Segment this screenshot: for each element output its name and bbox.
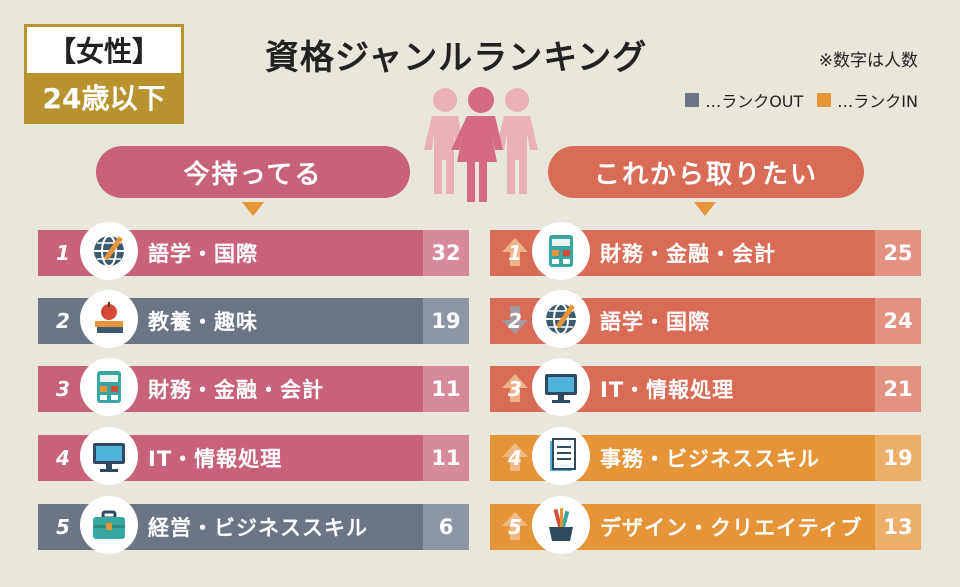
globe-icon: [80, 222, 138, 280]
rank-number: 1: [56, 241, 70, 265]
count-value: 11: [423, 435, 469, 481]
arrow-down-icon: [502, 306, 528, 334]
count-value: 11: [423, 366, 469, 412]
calculator-icon: [80, 358, 138, 416]
monitor-icon: [532, 358, 590, 416]
ranking-row: 3 IT・情報処理 21: [490, 358, 921, 416]
count-value: 21: [875, 366, 921, 412]
genre-label: 事務・ビジネススキル: [600, 447, 820, 471]
ranking-bar: 4 事務・ビジネススキル: [490, 427, 875, 485]
legend: …ランクOUT …ランクIN: [685, 88, 918, 112]
legend-in-swatch: [817, 93, 832, 107]
ranking-row: 1 財務・金融・会計 25: [490, 222, 921, 280]
rank-number: 3: [508, 377, 522, 401]
ranking-row: 2 語学・国際 24: [490, 290, 921, 348]
arrow-up-icon: [502, 238, 528, 266]
rank-number: 5: [508, 515, 522, 539]
monitor-icon: [80, 427, 138, 485]
legend-in-label: …ランクIN: [837, 92, 918, 111]
owned-heading: 今持ってる: [96, 146, 410, 198]
women-group-icon: [424, 87, 538, 202]
document-icon: [532, 427, 590, 485]
count-value: 24: [875, 298, 921, 344]
calculator-icon: [532, 222, 590, 280]
genre-label: IT・情報処理: [600, 378, 735, 402]
ranking-bar: 2 教養・趣味: [38, 290, 423, 348]
arrow-up-icon: [502, 512, 528, 540]
count-value: 19: [875, 435, 921, 481]
ranking-row: 4 事務・ビジネススキル 19: [490, 427, 921, 485]
legend-out-swatch: [685, 93, 700, 107]
rank-number: 1: [508, 241, 522, 265]
rank-number: 4: [508, 446, 522, 470]
ranking-bar: 2 語学・国際: [490, 290, 875, 348]
rank-number: 2: [56, 309, 70, 333]
arrow-up-icon: [502, 374, 528, 402]
globe-icon: [532, 290, 590, 348]
ranking-row: 2 教養・趣味 19: [38, 290, 469, 348]
count-value: 25: [875, 230, 921, 276]
ranking-row: 1 語学・国際 32: [38, 222, 469, 280]
ranking-bar: 1 語学・国際: [38, 222, 423, 280]
ranking-bar: 4 IT・情報処理: [38, 427, 423, 485]
count-value: 19: [423, 298, 469, 344]
genre-label: 財務・金融・会計: [148, 378, 324, 402]
ranking-bar: 3 財務・金融・会計: [38, 358, 423, 416]
ranking-row: 3 財務・金融・会計 11: [38, 358, 469, 416]
ranking-bar: 1 財務・金融・会計: [490, 222, 875, 280]
books-apple-icon: [80, 290, 138, 348]
owned-pointer: [242, 202, 264, 216]
rank-number: 2: [508, 309, 522, 333]
count-value: 6: [423, 504, 469, 550]
legend-out-label: …ランクOUT: [705, 92, 804, 111]
briefcase-icon: [80, 496, 138, 554]
unit-note: ※数字は人数: [818, 51, 918, 71]
ranking-row: 4 IT・情報処理 11: [38, 427, 469, 485]
genre-label: 語学・国際: [600, 310, 710, 334]
genre-label: 教養・趣味: [148, 310, 258, 334]
ranking-row: 5 デザイン・クリエイティブ 13: [490, 496, 921, 554]
genre-label: IT・情報処理: [148, 447, 283, 471]
art-tools-icon: [532, 496, 590, 554]
arrow-up-icon: [502, 443, 528, 471]
genre-label: 経営・ビジネススキル: [148, 516, 368, 540]
wanted-pointer: [694, 202, 716, 216]
count-value: 32: [423, 230, 469, 276]
badge-gender: 【女性】: [27, 27, 181, 73]
genre-label: デザイン・クリエイティブ: [600, 516, 863, 540]
rank-number: 4: [56, 446, 70, 470]
rank-number: 5: [56, 515, 70, 539]
count-value: 13: [875, 504, 921, 550]
page-title: 資格ジャンルランキング: [265, 38, 648, 78]
ranking-bar: 3 IT・情報処理: [490, 358, 875, 416]
ranking-bar: 5 デザイン・クリエイティブ: [490, 496, 875, 554]
age-gender-badge: 【女性】 24歳以下: [24, 24, 184, 124]
ranking-bar: 5 経営・ビジネススキル: [38, 496, 423, 554]
genre-label: 語学・国際: [148, 242, 258, 266]
badge-age: 24歳以下: [27, 73, 181, 121]
ranking-row: 5 経営・ビジネススキル 6: [38, 496, 469, 554]
wanted-heading: これから取りたい: [548, 146, 864, 198]
genre-label: 財務・金融・会計: [600, 242, 776, 266]
rank-number: 3: [56, 377, 70, 401]
